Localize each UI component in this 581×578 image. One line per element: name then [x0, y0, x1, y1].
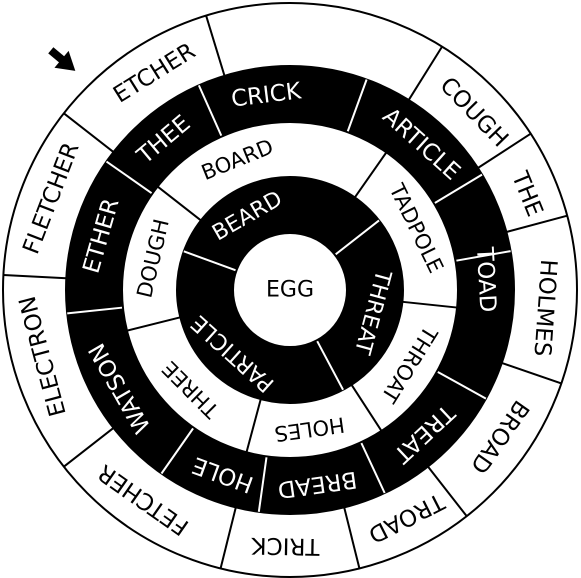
ring-2-divider — [126, 316, 181, 332]
ring-4-divider — [219, 507, 237, 569]
ring-3-divider — [455, 250, 511, 262]
ring-3-divider — [67, 306, 124, 315]
ring-4-divider — [427, 465, 468, 517]
ring-3-divider — [433, 173, 483, 205]
ring-3-divider — [160, 427, 195, 475]
ring-3-word: TOAD — [471, 246, 500, 313]
ring-4-divider — [3, 273, 67, 280]
ring-4-divider — [501, 361, 562, 385]
ring-4-divider — [407, 46, 443, 101]
ring-4-divider — [63, 112, 115, 153]
ring-3-divider — [105, 160, 153, 195]
ring-2-divider — [245, 398, 262, 453]
ring-1-divider — [183, 250, 237, 272]
ring-3-divider — [197, 84, 223, 137]
ring-4-divider — [506, 214, 568, 233]
ring-2-divider — [402, 300, 458, 309]
ring-1-divider — [315, 339, 344, 391]
ring-4-divider — [205, 15, 226, 77]
ring-3-divider — [360, 441, 386, 494]
center-hub: EGG — [232, 232, 348, 348]
ring-4-divider — [63, 427, 115, 468]
ring-2-divider — [350, 384, 383, 432]
ring-3-divider — [346, 79, 368, 133]
ring-2-divider — [353, 151, 388, 199]
ring-4-word: TRICK — [250, 532, 320, 559]
ring-1-divider — [334, 219, 380, 256]
ring-4-divider — [477, 132, 532, 169]
ring-2-divider — [156, 185, 202, 222]
arrow-icon — [48, 47, 76, 71]
center-word: EGG — [266, 278, 314, 303]
ring-3-divider — [436, 370, 487, 400]
ring-3-divider — [257, 456, 268, 512]
center-circle — [232, 232, 348, 348]
ring-4-divider — [343, 507, 361, 569]
